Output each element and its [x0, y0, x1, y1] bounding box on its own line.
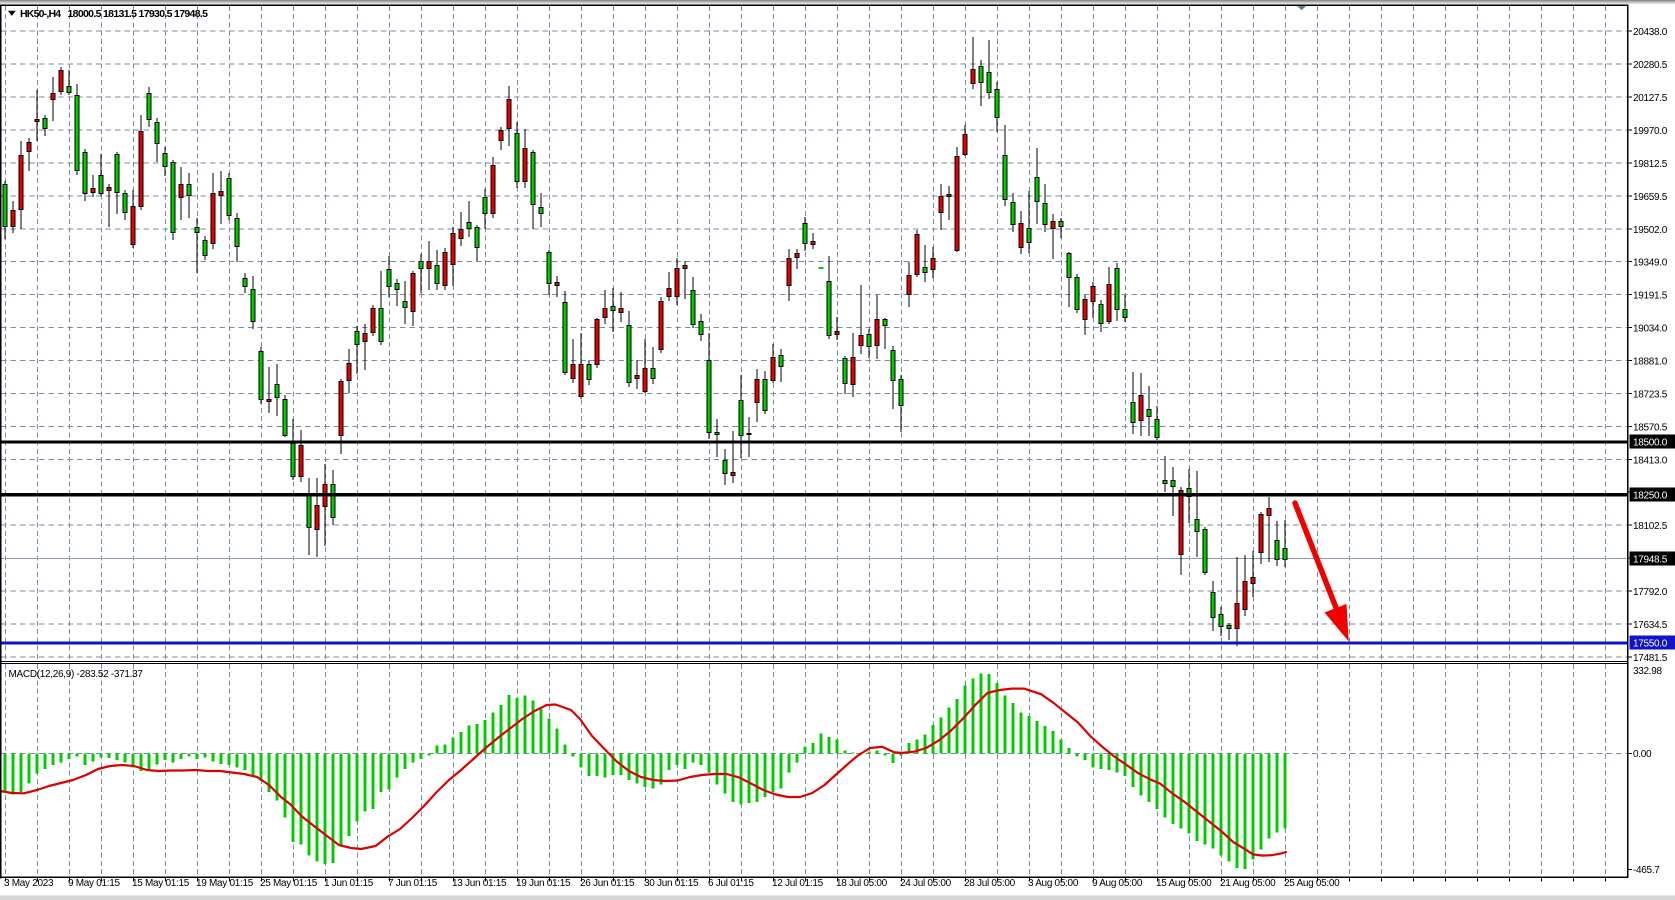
svg-text:MACD(12,26,9) -283.52 -371.37: MACD(12,26,9) -283.52 -371.37 [9, 669, 144, 680]
svg-text:18881.0: 18881.0 [1633, 357, 1668, 368]
svg-text:19349.0: 19349.0 [1633, 258, 1668, 269]
svg-text:19812.5: 19812.5 [1633, 159, 1668, 170]
svg-text:18500.0: 18500.0 [1633, 438, 1668, 449]
svg-text:18 Jul 05:00: 18 Jul 05:00 [836, 878, 888, 889]
svg-text:20280.5: 20280.5 [1633, 60, 1668, 71]
svg-text:-465.7: -465.7 [1633, 865, 1660, 876]
svg-text:13 Jun 01:15: 13 Jun 01:15 [452, 878, 507, 889]
svg-text:18000.5 18131.5 17930.5 17948.: 18000.5 18131.5 17930.5 17948.5 [68, 8, 209, 20]
svg-text:26 Jun 01:15: 26 Jun 01:15 [580, 878, 635, 889]
svg-text:19970.0: 19970.0 [1633, 126, 1668, 137]
svg-text:20438.0: 20438.0 [1633, 27, 1668, 38]
svg-text:0.00: 0.00 [1633, 749, 1652, 760]
svg-text:1 Jun 01:15: 1 Jun 01:15 [324, 878, 374, 889]
svg-text:17948.5: 17948.5 [1633, 555, 1668, 566]
svg-text:18250.0: 18250.0 [1633, 491, 1668, 502]
svg-text:15 May 01:15: 15 May 01:15 [132, 878, 190, 889]
svg-text:17792.0: 17792.0 [1633, 587, 1668, 598]
svg-text:17550.0: 17550.0 [1633, 639, 1668, 650]
svg-text:25 May 01:15: 25 May 01:15 [260, 878, 318, 889]
svg-text:19502.0: 19502.0 [1633, 225, 1668, 236]
svg-text:7 Jun 01:15: 7 Jun 01:15 [388, 878, 438, 889]
svg-text:20127.5: 20127.5 [1633, 93, 1668, 104]
svg-text:24 Jul 05:00: 24 Jul 05:00 [900, 878, 952, 889]
svg-text:17481.5: 17481.5 [1633, 653, 1668, 664]
svg-text:9 Aug 05:00: 9 Aug 05:00 [1092, 878, 1143, 889]
svg-text:18723.5: 18723.5 [1633, 389, 1668, 400]
svg-text:28 Jul 05:00: 28 Jul 05:00 [964, 878, 1016, 889]
svg-text:18102.5: 18102.5 [1633, 521, 1668, 532]
svg-text:9 May 01:15: 9 May 01:15 [68, 878, 120, 889]
svg-text:6 Jul 01:15: 6 Jul 01:15 [708, 878, 754, 889]
svg-text:19034.0: 19034.0 [1633, 324, 1668, 335]
svg-text:19191.5: 19191.5 [1633, 291, 1668, 302]
svg-text:18413.0: 18413.0 [1633, 455, 1668, 466]
svg-text:15 Aug 05:00: 15 Aug 05:00 [1156, 878, 1212, 889]
svg-text:12 Jul 01:15: 12 Jul 01:15 [772, 878, 824, 889]
svg-text:3 May 2023: 3 May 2023 [4, 878, 54, 889]
svg-text:21 Aug 05:00: 21 Aug 05:00 [1220, 878, 1276, 889]
svg-text:HK50-,H4: HK50-,H4 [20, 8, 61, 20]
svg-text:30 Jun 01:15: 30 Jun 01:15 [644, 878, 699, 889]
svg-text:3 Aug 05:00: 3 Aug 05:00 [1028, 878, 1079, 889]
svg-text:17634.5: 17634.5 [1633, 620, 1668, 631]
svg-text:25 Aug 05:00: 25 Aug 05:00 [1284, 878, 1340, 889]
svg-text:19 May 01:15: 19 May 01:15 [196, 878, 254, 889]
svg-text:18570.5: 18570.5 [1633, 422, 1668, 433]
svg-text:19 Jun 01:15: 19 Jun 01:15 [516, 878, 571, 889]
svg-text:19659.5: 19659.5 [1633, 192, 1668, 203]
svg-text:332.98: 332.98 [1633, 666, 1663, 677]
